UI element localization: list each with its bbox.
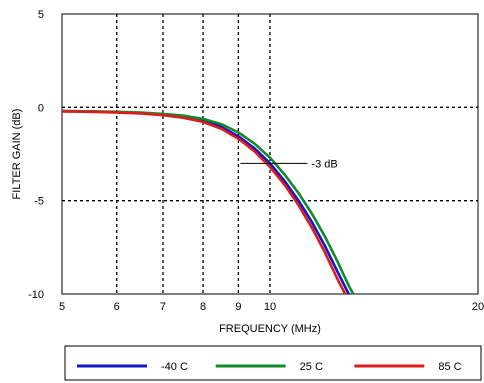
x-tick-label: 6	[114, 301, 120, 313]
legend-label: 25 C	[300, 361, 323, 373]
annotation: -3 dB	[240, 158, 338, 170]
grid-lines	[62, 14, 478, 294]
series-line-85c	[61, 110, 347, 295]
legend-label: 85 C	[438, 361, 461, 373]
x-tick-label: 20	[472, 301, 484, 313]
plot-frame	[61, 13, 479, 295]
axis-ticks: 5 6 7 8 9 10 20 5 0 -5 -10	[28, 9, 484, 313]
x-axis-label: FREQUENCY (MHz)	[219, 323, 321, 335]
legend	[64, 345, 482, 381]
legend-items: -40 C 25 C 85 C	[77, 361, 462, 373]
x-tick-label: 8	[200, 301, 206, 313]
y-tick-label: 0	[38, 102, 44, 114]
y-tick-label: 5	[38, 9, 44, 21]
x-tick-label: 9	[235, 301, 241, 313]
x-tick-label: 10	[264, 301, 276, 313]
series-lines	[61, 109, 355, 295]
x-tick-label: 5	[59, 301, 65, 313]
x-tick-label: 7	[160, 301, 166, 313]
annotation-label: -3 dB	[311, 158, 337, 170]
y-tick-label: -5	[34, 196, 44, 208]
series-line-25c	[61, 109, 355, 295]
y-tick-label: -10	[28, 289, 44, 301]
legend-label: -40 C	[161, 361, 188, 373]
y-axis-label: FILTER GAIN (dB)	[11, 109, 23, 200]
